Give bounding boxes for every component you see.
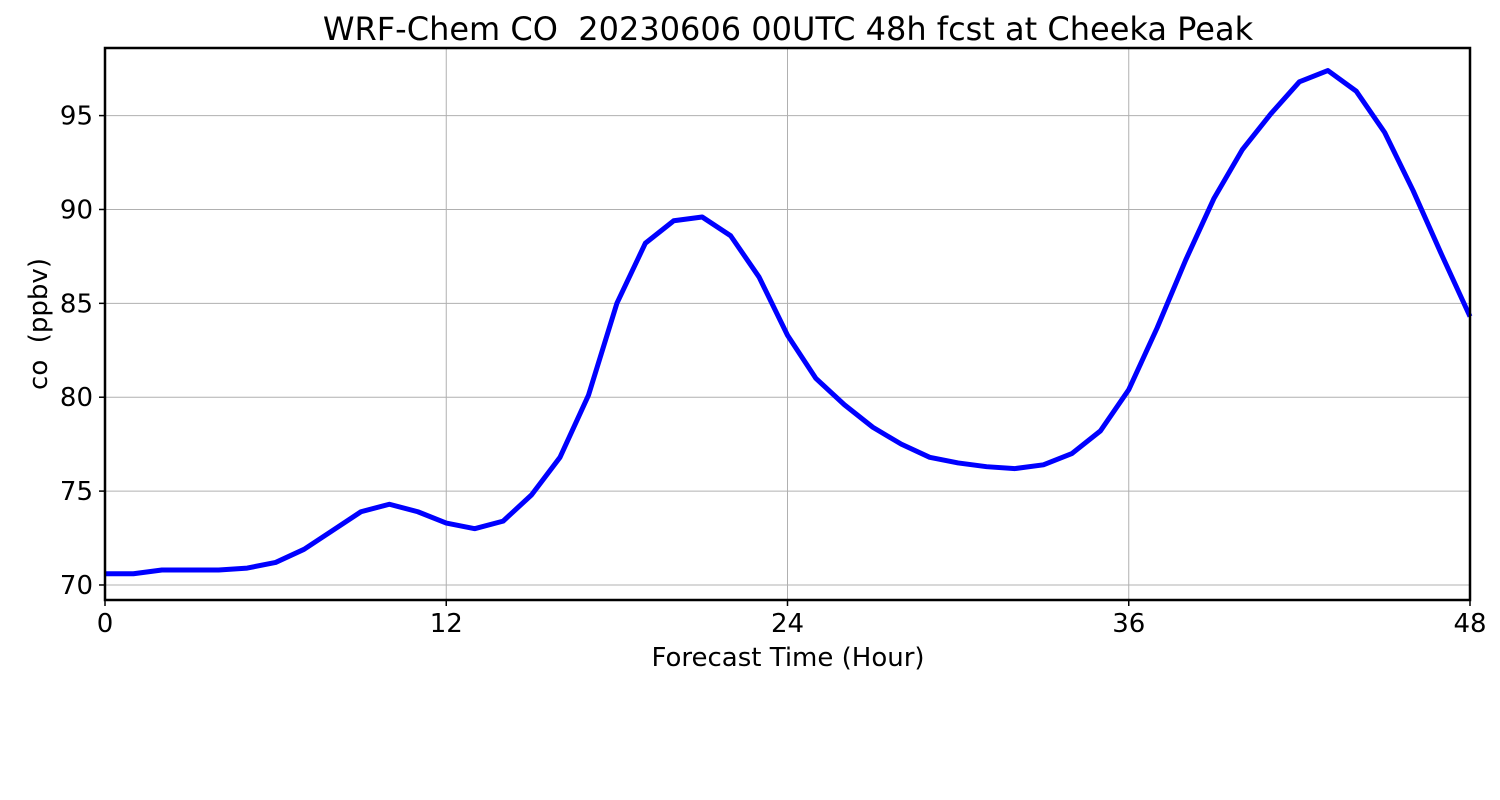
y-tick-label: 95 (60, 102, 93, 132)
x-axis-label: Forecast Time (Hour) (651, 643, 924, 673)
series-layer (105, 68, 1473, 577)
y-tick-label: 75 (60, 477, 93, 507)
grid-lines (104, 48, 1471, 600)
co-series-line (105, 68, 1473, 577)
y-tick-label: 80 (60, 383, 93, 413)
y-axis-label: co (ppbv) (24, 258, 54, 390)
x-tick-label: 24 (771, 609, 804, 639)
x-tick-label: 36 (1112, 609, 1145, 639)
x-tick-label: 12 (430, 609, 463, 639)
x-tick-label: 0 (97, 609, 114, 639)
chart-title: WRF-Chem CO 20230606 00UTC 48h fcst at C… (323, 10, 1254, 48)
y-tick-label: 85 (60, 289, 93, 319)
x-tick-label: 48 (1453, 609, 1486, 639)
axis-ticks: 0 12 24 36 48 70 75 80 85 90 95 (60, 102, 1487, 639)
y-tick-label: 70 (60, 571, 93, 601)
y-tick-label: 90 (60, 195, 93, 225)
